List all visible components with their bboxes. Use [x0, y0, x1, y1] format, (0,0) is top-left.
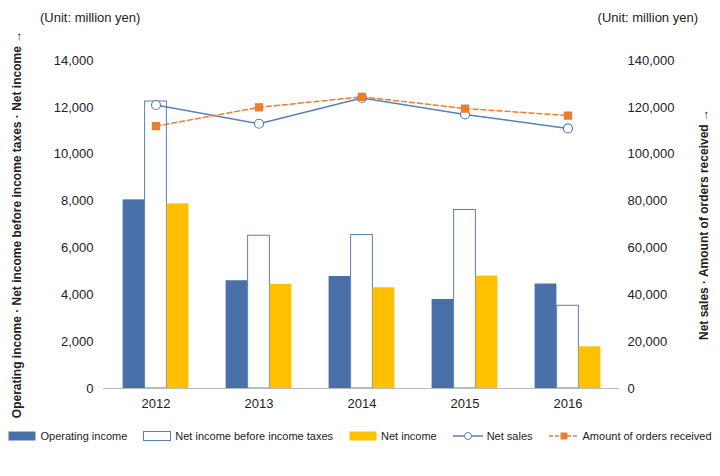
svg-text:60,000: 60,000 [628, 240, 668, 255]
svg-text:2014: 2014 [348, 396, 377, 411]
svg-text:40,000: 40,000 [628, 287, 668, 302]
svg-text:8,000: 8,000 [61, 193, 94, 208]
html-text:Net income before income taxes: Net income before income taxes [175, 430, 333, 442]
svg-text:2,000: 2,000 [61, 334, 94, 349]
html-text:(Unit: million yen): (Unit: million yen) [40, 10, 141, 25]
html-text:Amount of orders received: Amount of orders received [582, 430, 712, 442]
svg-text:Net sales · Amount of orders r: Net sales · Amount of orders received → [697, 109, 711, 340]
svg-text:140,000: 140,000 [628, 53, 675, 68]
svg-text:2012: 2012 [142, 396, 171, 411]
svg-text:14,000: 14,000 [54, 53, 94, 68]
svg-text:Operating income · Net income: Operating income · Net income before inc… [10, 31, 24, 418]
svg-text:2013: 2013 [245, 396, 274, 411]
html-text:Net income: Net income [381, 430, 437, 442]
svg-text:100,000: 100,000 [628, 146, 675, 161]
svg-text:2015: 2015 [451, 396, 480, 411]
svg-text:10,000: 10,000 [54, 146, 94, 161]
svg-text:6,000: 6,000 [61, 240, 94, 255]
svg-text:80,000: 80,000 [628, 193, 668, 208]
svg-text:0: 0 [86, 381, 93, 396]
html-text:Operating income: Operating income [40, 430, 128, 442]
html-text:(Unit: million yen): (Unit: million yen) [597, 10, 698, 25]
svg-text:4,000: 4,000 [61, 287, 94, 302]
svg-text:20,000: 20,000 [628, 334, 668, 349]
svg-text:120,000: 120,000 [628, 100, 675, 115]
svg-text:12,000: 12,000 [54, 100, 94, 115]
svg-text:2016: 2016 [554, 396, 583, 411]
svg-text:0: 0 [628, 381, 635, 396]
html-text:Net sales: Net sales [486, 430, 533, 442]
